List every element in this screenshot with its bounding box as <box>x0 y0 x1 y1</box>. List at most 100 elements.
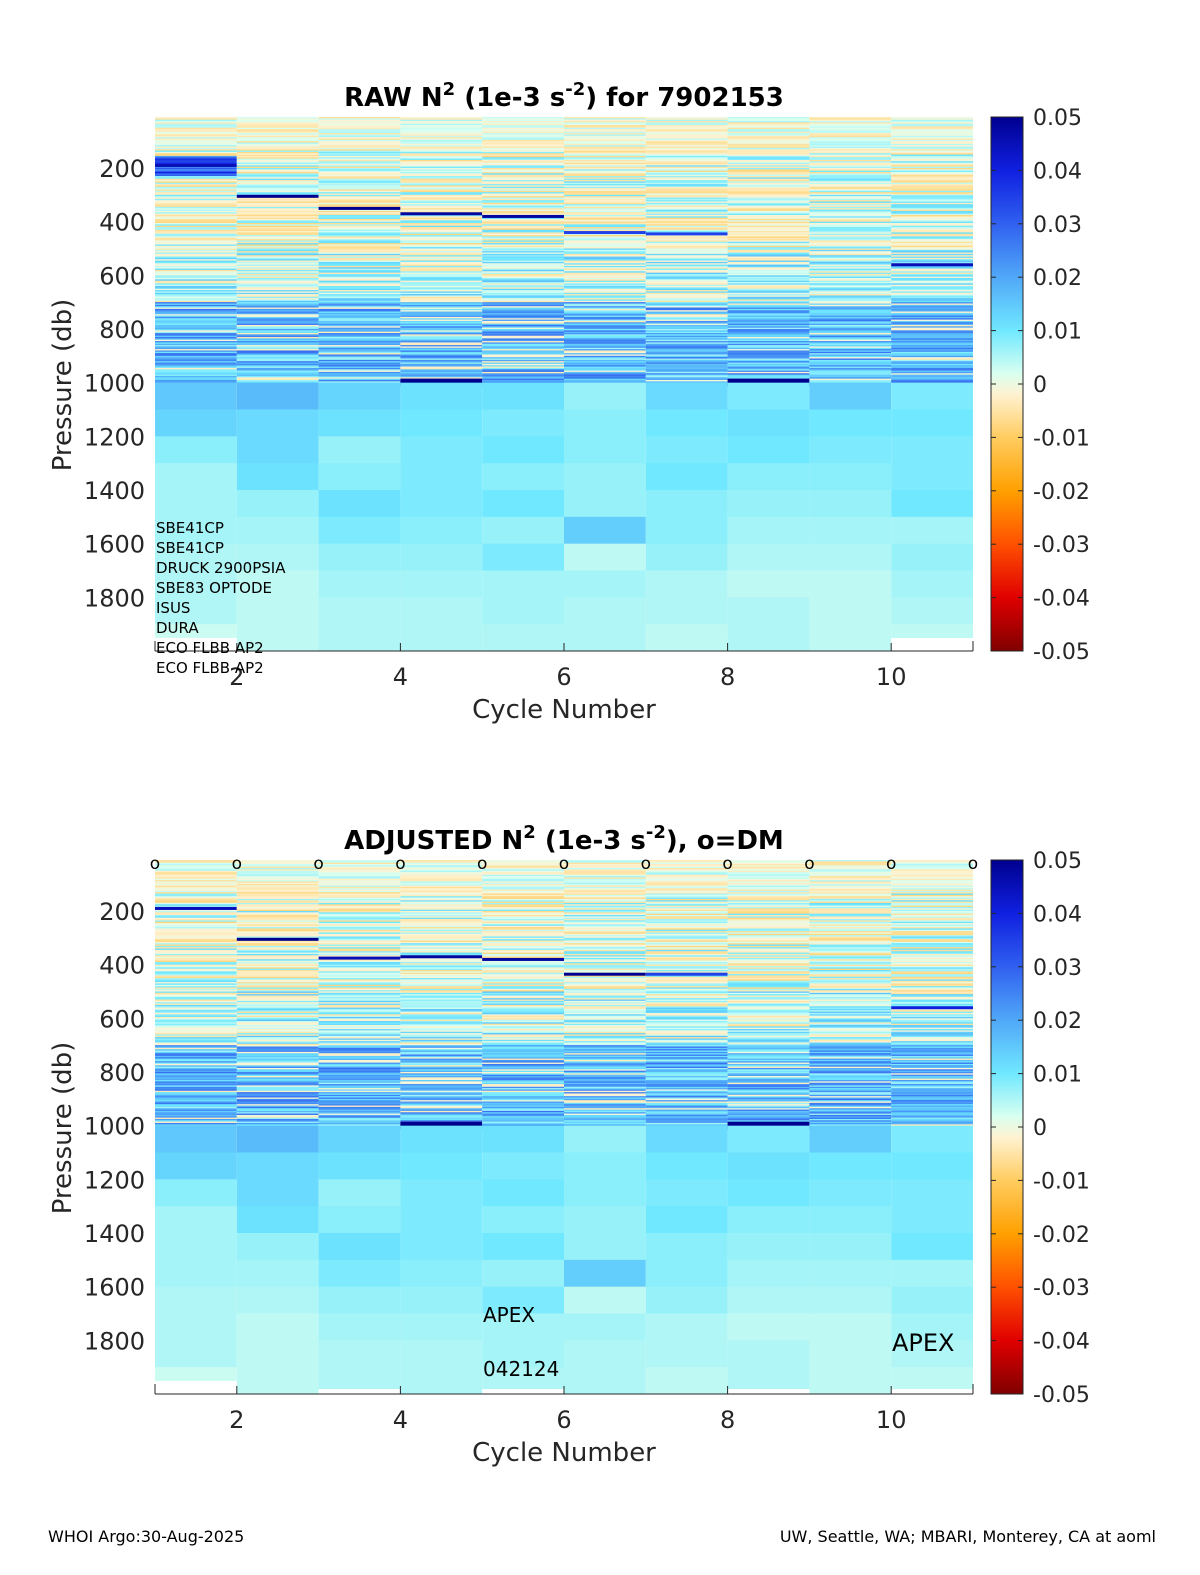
heatmap-cell <box>809 288 892 291</box>
heatmap-cell <box>564 217 646 220</box>
heatmap-cell <box>891 984 973 987</box>
heatmap-cell <box>564 876 646 878</box>
heatmap-cell <box>809 1073 892 1076</box>
heatmap-cell <box>564 157 646 159</box>
heatmap-cell <box>645 1090 728 1093</box>
heatmap-cell <box>155 197 237 200</box>
heatmap-cell <box>482 185 564 188</box>
heatmap-cell <box>645 1011 728 1014</box>
heatmap-cell <box>400 303 483 306</box>
heatmap-cell <box>727 273 810 276</box>
heatmap-cell <box>645 881 728 884</box>
heatmap-cell <box>727 937 810 940</box>
heatmap-cell <box>564 1102 646 1105</box>
heatmap-cell <box>891 228 973 231</box>
heatmap-cell <box>482 1071 564 1074</box>
heatmap-cell <box>645 324 728 327</box>
heatmap-cell <box>400 1089 483 1092</box>
heatmap-cell <box>400 1059 483 1062</box>
heatmap-cell <box>891 180 973 182</box>
heatmap-cell <box>727 1313 810 1341</box>
heatmap-cell <box>891 232 973 235</box>
heatmap-cell <box>236 155 319 158</box>
heatmap-cell <box>155 940 237 943</box>
sensor-label: SBE83 OPTODE <box>156 579 272 597</box>
heatmap-cell <box>236 1027 319 1030</box>
heatmap-cell <box>318 1152 401 1180</box>
heatmap-cell <box>645 1108 728 1110</box>
heatmap-cell <box>727 1076 810 1078</box>
heatmap-cell <box>564 310 646 312</box>
heatmap-cell <box>318 1069 401 1072</box>
heatmap-cell <box>482 996 564 999</box>
heatmap-cell <box>318 157 401 159</box>
heatmap-cell <box>891 244 973 247</box>
heatmap-cell <box>155 1125 237 1153</box>
heatmap-cell <box>155 1062 237 1065</box>
heatmap-cell <box>236 306 319 308</box>
heatmap-cell <box>564 243 646 245</box>
heatmap-cell <box>236 123 319 126</box>
heatmap-cell <box>645 955 728 958</box>
heatmap-cell <box>891 355 973 358</box>
heatmap-cell <box>318 366 401 369</box>
heatmap-cell <box>482 1021 564 1023</box>
heatmap-cell <box>645 933 728 936</box>
heatmap-cell <box>645 956 728 959</box>
heatmap-cell <box>400 1078 483 1081</box>
heatmap-cell <box>400 1010 483 1013</box>
heatmap-cell <box>236 227 319 229</box>
heatmap-cell <box>482 956 564 959</box>
heatmap-cell <box>809 330 892 333</box>
heatmap-cell <box>564 936 646 939</box>
heatmap-cell <box>482 118 564 121</box>
heatmap-cell <box>482 916 564 919</box>
heatmap-cell <box>809 948 892 951</box>
heatmap-cell <box>809 1090 892 1093</box>
heatmap-cell <box>482 170 564 173</box>
heatmap-cell <box>727 371 810 374</box>
heatmap-cell <box>809 979 892 982</box>
heatmap-cell <box>236 1100 319 1102</box>
heatmap-cell <box>318 173 401 176</box>
heatmap-cell <box>645 960 728 963</box>
heatmap-cell <box>727 315 810 318</box>
heatmap-cell <box>727 1081 810 1084</box>
heatmap-cell <box>400 1206 483 1234</box>
heatmap-cell <box>727 351 810 354</box>
heatmap-cell <box>564 948 646 951</box>
heatmap-cell <box>400 231 483 233</box>
heatmap-cell <box>564 327 646 330</box>
heatmap-cell <box>318 877 401 880</box>
heatmap-cell <box>891 1042 973 1045</box>
heatmap-cell <box>645 897 728 900</box>
heatmap-cell <box>891 1104 973 1106</box>
heatmap-cell <box>400 940 483 943</box>
heatmap-cell <box>318 369 401 371</box>
heatmap-cell <box>155 280 237 283</box>
heatmap-cell <box>809 1045 892 1047</box>
heatmap-cell <box>727 971 810 974</box>
heatmap-cell <box>809 1259 892 1288</box>
heatmap-cell <box>400 227 483 229</box>
heatmap-cell <box>809 150 892 153</box>
heatmap-cell <box>645 976 728 979</box>
heatmap-cell <box>236 296 319 299</box>
heatmap-cell <box>155 1109 237 1112</box>
heatmap-cell <box>482 232 564 235</box>
heatmap-cell <box>645 889 728 892</box>
heatmap-cell <box>809 257 892 260</box>
heatmap-cell <box>400 335 483 338</box>
heatmap-cell <box>645 1062 728 1065</box>
heatmap-cell <box>236 872 319 874</box>
heatmap-cell <box>482 1124 564 1127</box>
heatmap-cell <box>891 324 973 327</box>
heatmap-cell <box>236 122 319 125</box>
heatmap-cell <box>564 330 646 333</box>
heatmap-cell <box>809 923 892 925</box>
heatmap-cell <box>155 196 237 198</box>
heatmap-cell <box>727 261 810 264</box>
heatmap-cell <box>482 375 564 378</box>
heatmap-cell <box>809 990 892 992</box>
heatmap-cell <box>645 341 728 343</box>
